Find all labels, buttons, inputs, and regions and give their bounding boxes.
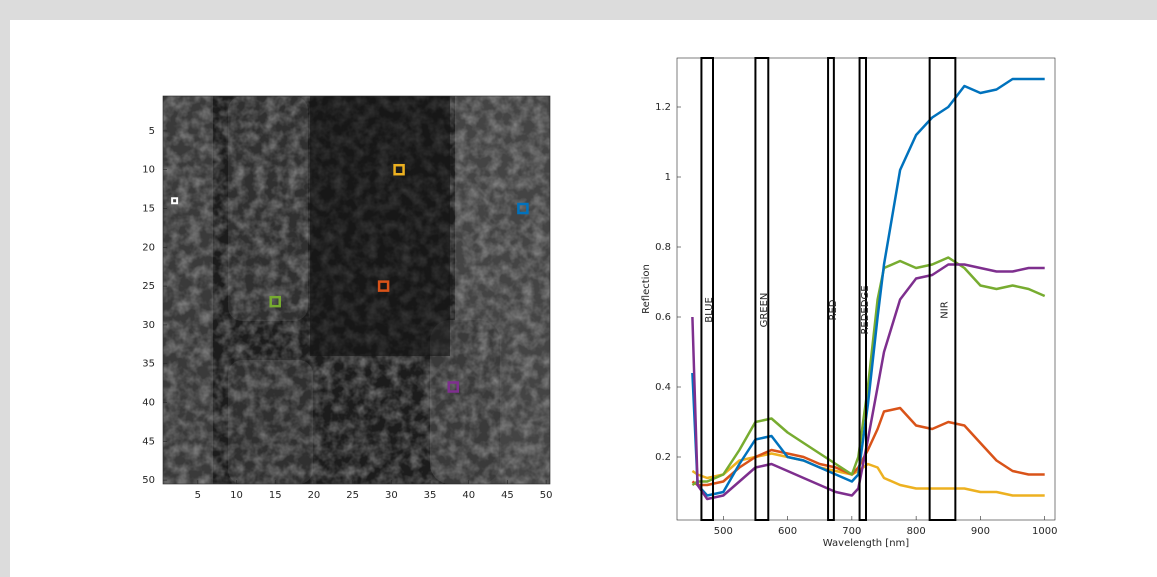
y-tick-label: 0.8	[655, 242, 671, 253]
page: Wavelength [nm] Reflection 5101520253035…	[0, 0, 1157, 577]
x-tick-label: 20	[308, 490, 321, 501]
x-tick-label: 25	[346, 490, 359, 501]
y-tick-label: 30	[142, 320, 155, 331]
band-label: REDEDGE	[860, 285, 871, 334]
band-label: BLUE	[704, 297, 715, 323]
band-label: NIR	[940, 301, 951, 318]
x-tick-label: 15	[269, 490, 282, 501]
y-tick-label: 40	[142, 398, 155, 409]
x-tick-label: 50	[540, 490, 553, 501]
x-tick-label: 45	[501, 490, 514, 501]
x-tick-label: 500	[714, 526, 733, 537]
y-tick-label: 45	[142, 436, 155, 447]
y-tick-label: 0.4	[655, 382, 671, 393]
x-tick-label: 800	[907, 526, 926, 537]
x-tick-label: 40	[462, 490, 475, 501]
y-tick-label: 25	[142, 281, 155, 292]
y-tick-label: 20	[142, 242, 155, 253]
image	[163, 96, 550, 484]
x-tick-label: 35	[424, 490, 437, 501]
figure: Wavelength [nm] Reflection 5101520253035…	[0, 0, 1157, 577]
x-tick-label: 30	[385, 490, 398, 501]
x-tick-label: 900	[971, 526, 990, 537]
x-axis-label: Wavelength [nm]	[823, 538, 909, 549]
x-tick-label: 700	[842, 526, 861, 537]
x-tick-label: 5	[195, 490, 201, 501]
y-tick-label: 1	[665, 172, 671, 183]
band-label: GREEN	[759, 293, 770, 328]
band-label: RED	[828, 299, 839, 320]
x-tick-label: 600	[778, 526, 797, 537]
y-tick-label: 0.6	[655, 312, 671, 323]
y-tick-label: 50	[142, 475, 155, 486]
y-tick-label: 15	[142, 204, 155, 215]
y-axis-label: Reflection	[641, 264, 652, 314]
y-tick-label: 35	[142, 359, 155, 370]
x-tick-label: 1000	[1032, 526, 1057, 537]
x-tick-label: 10	[230, 490, 243, 501]
y-tick-label: 5	[149, 126, 155, 137]
y-tick-label: 10	[142, 165, 155, 176]
y-tick-label: 0.2	[655, 452, 671, 463]
y-tick-label: 1.2	[655, 102, 671, 113]
